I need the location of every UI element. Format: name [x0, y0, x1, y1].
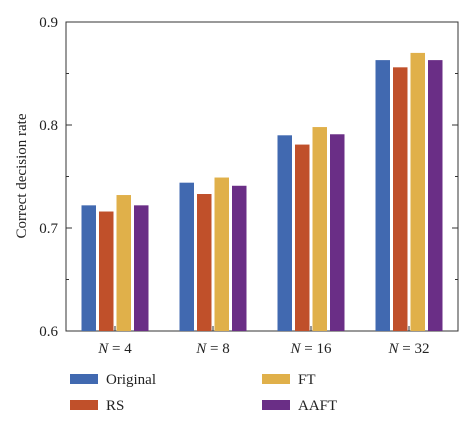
- legend: Original RS FT AAFT: [70, 372, 337, 414]
- bar-original-4: [375, 60, 390, 332]
- legend-label-original: Original: [106, 372, 156, 388]
- bar-ft-4: [410, 52, 425, 332]
- bar-rs-2: [197, 194, 212, 331]
- bar-aaft-1: [134, 205, 149, 331]
- y-tick-label: 0.6: [39, 324, 58, 340]
- legend-swatch-original: [70, 374, 98, 384]
- legend-label-ft: FT: [298, 372, 316, 388]
- bar-ft-1: [116, 195, 131, 331]
- bar-aaft-3: [330, 134, 345, 331]
- x-tick-label-var: N: [195, 341, 207, 357]
- x-tick-label-value: = 16: [301, 341, 332, 357]
- x-tick-label: N = 32: [388, 341, 430, 357]
- bar-rs-4: [393, 67, 408, 331]
- x-tick-label-value: = 8: [206, 341, 229, 357]
- bar-aaft-4: [428, 60, 443, 332]
- bar-original-3: [277, 135, 292, 331]
- bar-original-1: [81, 205, 96, 331]
- legend-label-rs: RS: [106, 398, 124, 414]
- x-tick-label-var: N: [290, 341, 302, 357]
- legend-swatch-ft: [262, 374, 290, 384]
- y-tick-label: 0.7: [39, 221, 58, 237]
- x-tick-label: N = 8: [195, 341, 229, 357]
- bar-rs-3: [295, 144, 310, 331]
- x-tick-label: N = 16: [290, 341, 332, 357]
- x-tick-label-value: = 4: [108, 341, 132, 357]
- x-tick-label: N = 4: [97, 341, 132, 357]
- y-axis-label: Correct decision rate: [14, 113, 30, 238]
- bar-aaft-2: [232, 185, 247, 331]
- legend-label-aaft: AAFT: [298, 398, 337, 414]
- bar-ft-2: [214, 177, 229, 331]
- x-tick-label-value: = 32: [399, 341, 430, 357]
- bar-ft-3: [312, 127, 327, 331]
- y-tick-label: 0.8: [39, 118, 58, 134]
- x-tick-label-var: N: [97, 341, 109, 357]
- bar-rs-1: [99, 211, 114, 331]
- bar-original-2: [179, 182, 194, 331]
- x-tick-label-var: N: [388, 341, 400, 357]
- y-tick-label: 0.9: [39, 15, 58, 31]
- legend-swatch-aaft: [262, 400, 290, 410]
- legend-swatch-rs: [70, 400, 98, 410]
